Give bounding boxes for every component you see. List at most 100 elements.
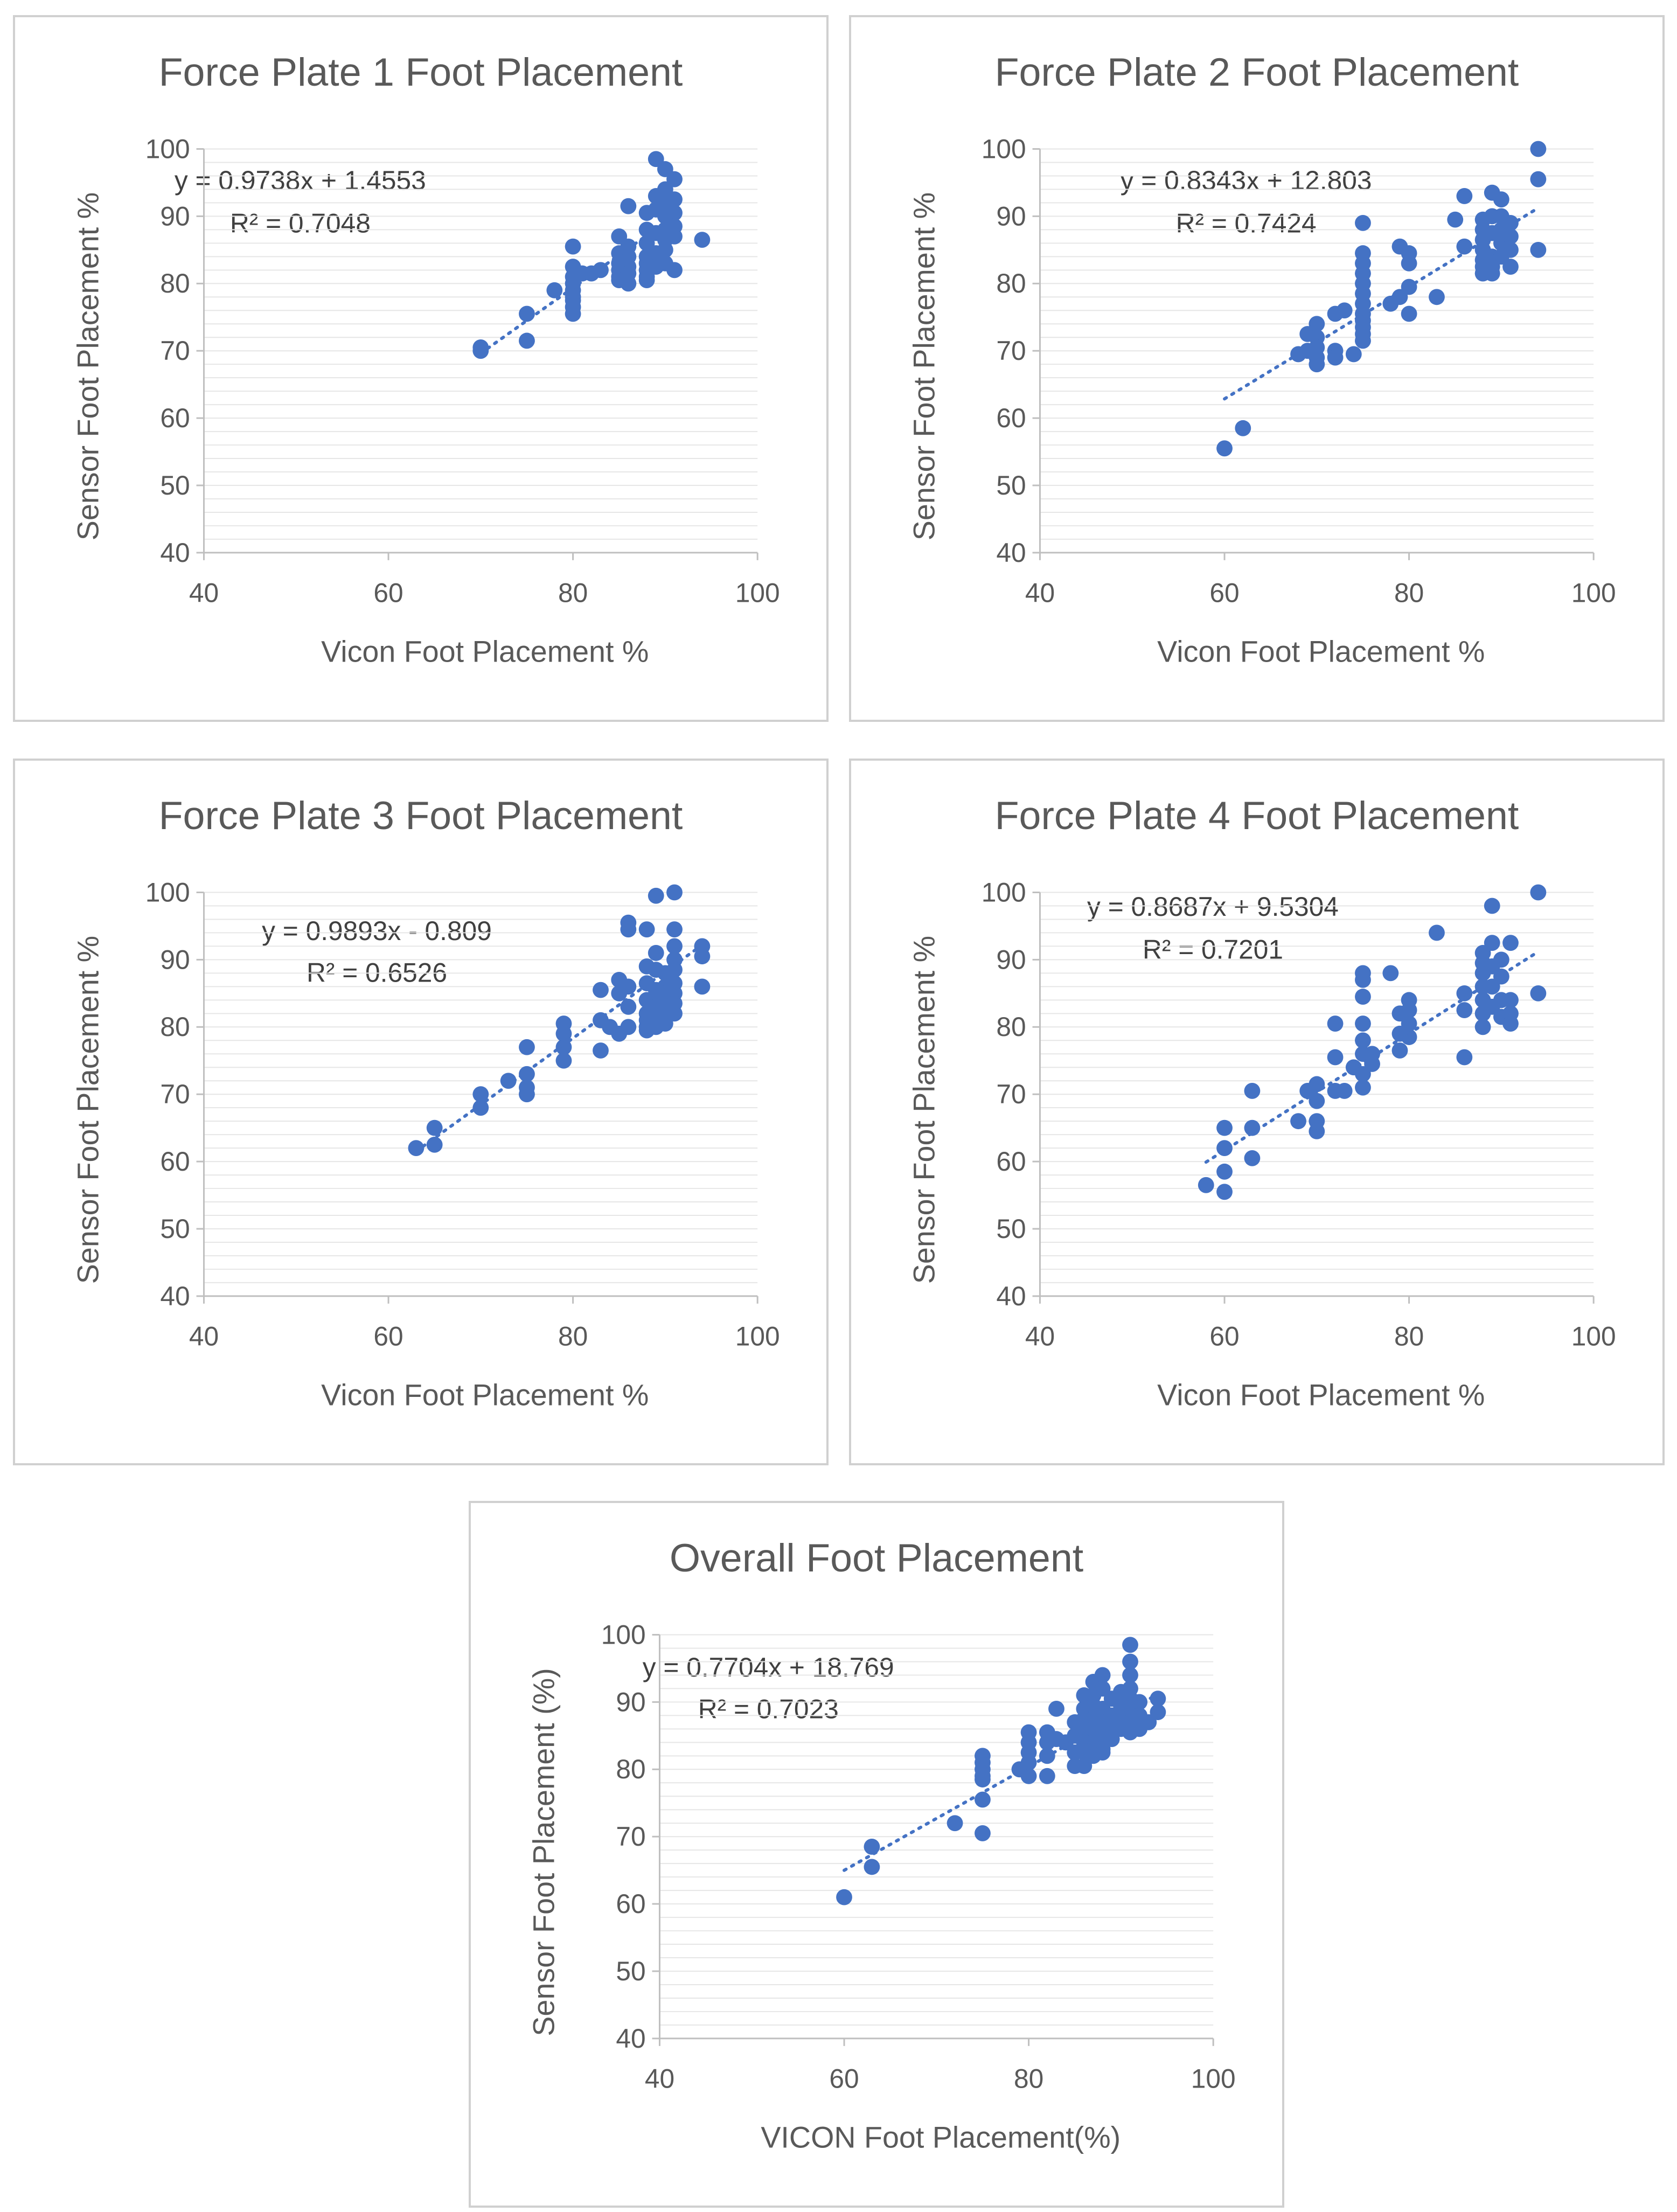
data-point (666, 171, 683, 187)
data-point (1456, 1049, 1473, 1066)
data-point (1493, 968, 1509, 985)
data-point (519, 1039, 535, 1055)
x-tick-label: 100 (1571, 1321, 1616, 1351)
y-tick-label: 100 (145, 134, 190, 164)
data-point (648, 945, 664, 961)
chart-title: Force Plate 3 Foot Placement (159, 793, 683, 838)
y-tick-label: 80 (160, 268, 190, 298)
x-axis-label: Vicon Foot Placement % (321, 635, 649, 669)
plot-area: 40 50 60 70 80 90 100 40 60 80 100 (982, 877, 1616, 1351)
trendline-equation: y = 0.9893x - 0.809 (262, 916, 492, 946)
data-point (1355, 1032, 1371, 1049)
chart-title: Force Plate 1 Foot Placement (159, 50, 683, 94)
y-tick-label: 60 (160, 1146, 190, 1177)
data-point (1447, 211, 1464, 228)
data-point (864, 1839, 880, 1855)
data-point (638, 272, 655, 288)
y-tick-label: 70 (616, 1821, 645, 1852)
y-tick-label: 40 (996, 538, 1026, 568)
chart-title: Force Plate 2 Foot Placement (995, 50, 1519, 94)
y-tick-label: 70 (160, 336, 190, 366)
data-point (426, 1136, 443, 1153)
y-tick-label: 90 (996, 944, 1026, 975)
data-point (666, 228, 683, 245)
data-point (620, 978, 637, 995)
data-point (620, 275, 637, 292)
data-point (472, 343, 489, 359)
data-point (1355, 971, 1371, 988)
data-point (1244, 1150, 1261, 1166)
x-axis-label: VICON Foot Placement(%) (761, 2121, 1121, 2154)
data-point (1502, 259, 1519, 275)
data-point (565, 238, 581, 255)
data-point (666, 262, 683, 279)
data-point (1216, 1163, 1233, 1180)
data-point (1364, 1056, 1380, 1072)
data-point (657, 241, 673, 258)
y-tick-label: 80 (996, 1012, 1026, 1042)
y-tick-label: 80 (616, 1754, 645, 1784)
x-axis-label: Vicon Foot Placement % (1157, 635, 1485, 669)
trendline-equation: y = 0.8687x + 9.5304 (1087, 892, 1339, 922)
data-point (1355, 989, 1371, 1005)
data-point (1290, 1113, 1306, 1130)
data-point (1309, 1093, 1325, 1109)
x-tick-label: 40 (1025, 578, 1055, 608)
data-point (1345, 346, 1362, 363)
data-point (1401, 1029, 1417, 1045)
y-tick-label: 70 (996, 336, 1026, 366)
r-squared-label: R² = 0.7048 (230, 208, 371, 239)
chart-panel-force-plate-1: Force Plate 1 Foot Placement y = 0.9738x… (13, 15, 829, 722)
y-tick-label: 80 (996, 268, 1026, 298)
chart-svg-force-plate-2: Force Plate 2 Foot Placement y = 0.8343x… (908, 50, 1616, 669)
y-tick-label: 80 (160, 1012, 190, 1042)
data-point (1122, 1653, 1138, 1670)
chart-title: Force Plate 4 Foot Placement (995, 793, 1519, 838)
data-point (472, 1086, 489, 1103)
y-tick-label: 100 (982, 134, 1026, 164)
data-point (1401, 305, 1417, 322)
data-point (1336, 302, 1353, 319)
data-point (1150, 1704, 1166, 1721)
data-point (1355, 1015, 1371, 1032)
x-tick-label: 60 (1209, 578, 1239, 608)
data-point (1474, 1019, 1491, 1035)
y-tick-label: 100 (601, 1619, 646, 1650)
data-point (555, 1025, 572, 1042)
data-point (666, 191, 683, 208)
y-tick-label: 40 (160, 538, 190, 568)
data-point (472, 1100, 489, 1116)
data-point (1401, 1015, 1417, 1032)
x-tick-label: 80 (1394, 578, 1424, 608)
chart-panel-force-plate-2: Force Plate 2 Foot Placement y = 0.8343x… (849, 15, 1665, 722)
x-tick-label: 40 (189, 1321, 219, 1351)
data-point (638, 921, 655, 938)
data-point (620, 198, 637, 214)
y-axis-label: Sensor Foot Placement % (72, 192, 105, 540)
data-point (620, 921, 637, 938)
data-point (1244, 1119, 1261, 1136)
x-tick-label: 80 (558, 578, 588, 608)
data-point (1244, 1083, 1261, 1099)
x-tick-label: 60 (373, 578, 403, 608)
data-point (1020, 1768, 1037, 1784)
data-point (1530, 141, 1547, 157)
chart-title: Overall Foot Placement (670, 1535, 1083, 1580)
plot-area: 40 50 60 70 80 90 100 40 60 80 100 (145, 134, 780, 608)
y-tick-label: 70 (160, 1079, 190, 1109)
data-point (694, 978, 711, 995)
trendline-equation: y = 0.8343x + 12.803 (1121, 165, 1372, 196)
y-tick-label: 40 (616, 2023, 645, 2054)
y-tick-label: 50 (996, 470, 1026, 500)
data-point (1327, 1049, 1344, 1066)
data-point (555, 1052, 572, 1069)
x-tick-label: 60 (373, 1321, 403, 1351)
data-point (1355, 214, 1371, 231)
y-tick-label: 60 (996, 1146, 1026, 1177)
data-point (1484, 898, 1500, 914)
y-tick-label: 90 (160, 944, 190, 975)
y-axis-label: Sensor Foot Placement % (908, 192, 941, 540)
y-tick-label: 60 (160, 403, 190, 433)
data-point (1094, 1667, 1111, 1684)
data-point (1429, 289, 1445, 305)
